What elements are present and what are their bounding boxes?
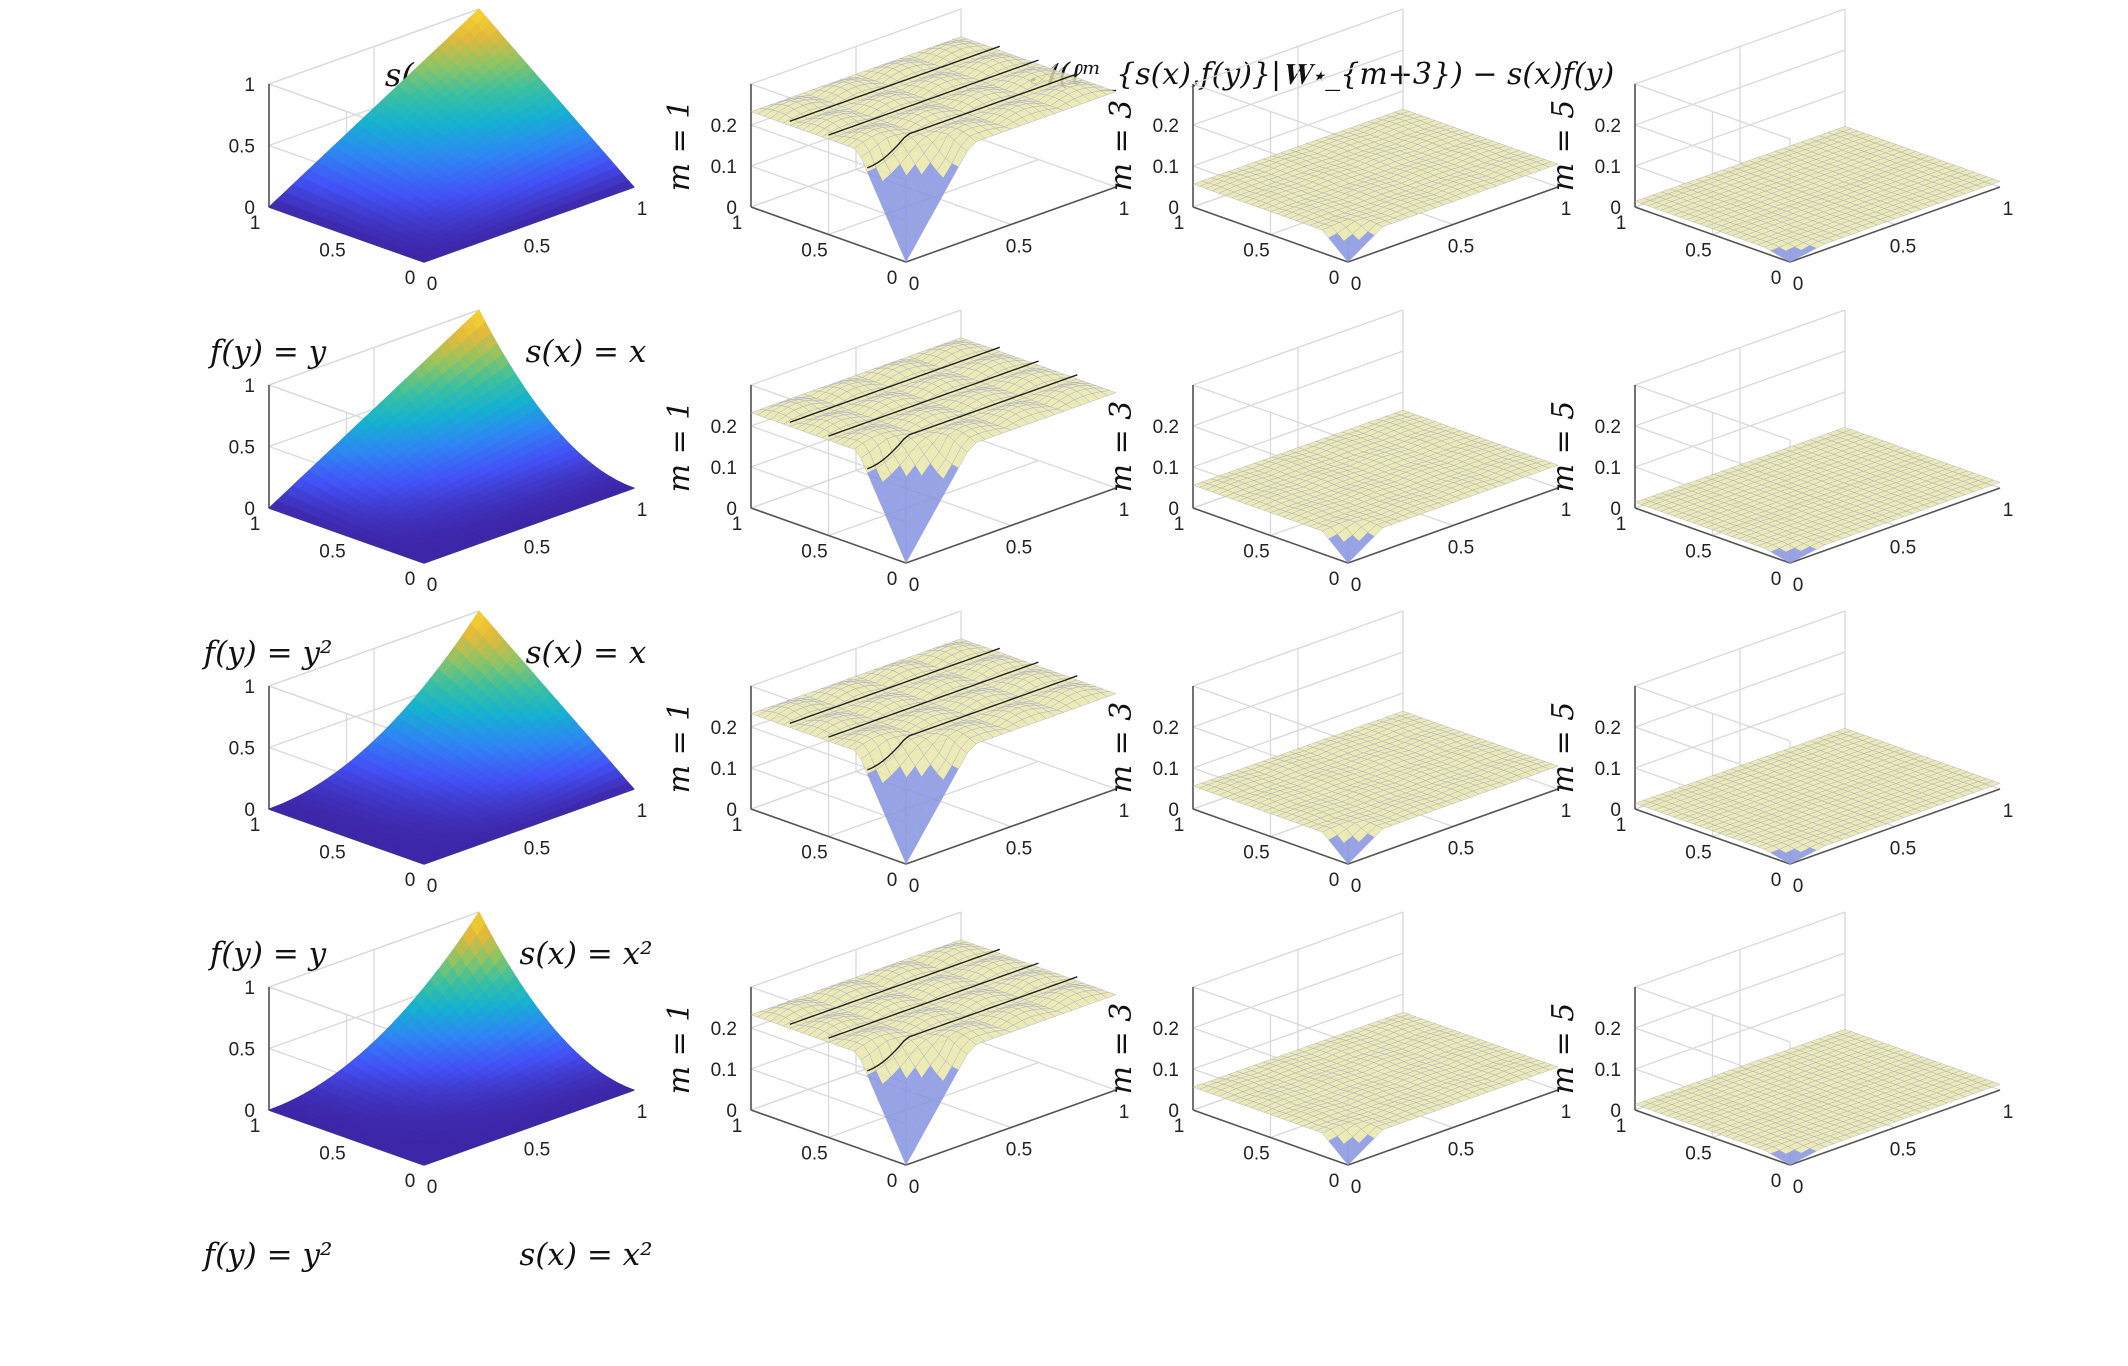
z-tick-label: 0.2 (711, 417, 737, 438)
y-tick-label: 1 (250, 213, 261, 234)
y-tick-label: 0.5 (319, 1144, 345, 1165)
x-tick-label: 1 (637, 500, 648, 521)
s-function-label: s(x) = x (526, 334, 647, 370)
z-tick-label: 0 (244, 800, 255, 821)
m-label: m = 1 (662, 401, 697, 493)
y-tick-label: 1 (250, 514, 261, 535)
x-tick-label: 1 (1119, 1102, 1130, 1123)
y-tick-label: 0.5 (801, 1144, 827, 1165)
s-function-label: s(x) = x² (519, 1237, 652, 1273)
z-tick-label: 0 (244, 1101, 255, 1122)
z-tick-label: 0.5 (229, 137, 255, 158)
x-tick-label: 0 (427, 876, 438, 897)
z-tick-label: 0 (726, 800, 737, 821)
x-tick-label: 0 (427, 1177, 438, 1198)
x-tick-label: 1 (1119, 199, 1130, 220)
x-tick-label: 0.5 (524, 237, 550, 258)
f-function-label: f(y) = y (208, 936, 327, 972)
z-tick-label: 0.1 (711, 1060, 737, 1081)
z-tick-label: 0 (726, 499, 737, 520)
x-tick-label: 0 (427, 575, 438, 596)
z-tick-label: 0.1 (711, 157, 737, 178)
z-tick-label: 1 (244, 75, 255, 96)
y-tick-label: 0.5 (319, 843, 345, 864)
m-label: m = 1 (662, 702, 697, 794)
f-function-label: f(y) = y² (202, 1237, 333, 1273)
z-tick-label: 0.2 (711, 718, 737, 739)
m-label: m = 1 (662, 100, 697, 192)
x-tick-label: 0 (909, 575, 920, 596)
z-tick-label: 0 (726, 1101, 737, 1122)
y-tick-label: 0 (887, 569, 898, 590)
x-tick-label: 0 (909, 274, 920, 295)
x-tick-label: 0.5 (524, 538, 550, 559)
x-tick-label: 1 (637, 199, 648, 220)
x-tick-label: 0.5 (524, 1140, 550, 1161)
x-tick-label: 0 (427, 274, 438, 295)
z-tick-label: 0.5 (229, 1040, 255, 1061)
f-function-label: f(y) = y (208, 334, 327, 370)
x-tick-label: 0.5 (524, 839, 550, 860)
surface-cell (470, 8, 486, 24)
x-tick-label: 0 (909, 1177, 920, 1198)
z-tick-label: 1 (244, 677, 255, 698)
y-tick-label: 0.5 (801, 843, 827, 864)
z-tick-label: 0 (726, 198, 737, 219)
y-tick-label: 0 (405, 268, 416, 289)
y-tick-label: 0 (405, 569, 416, 590)
z-tick-label: 1 (244, 376, 255, 397)
y-tick-label: 0.5 (319, 542, 345, 563)
s-function-label: s(x) = x (526, 635, 647, 671)
x-tick-label: 0 (909, 876, 920, 897)
z-tick-label: 0 (244, 499, 255, 520)
y-tick-label: 0 (887, 1171, 898, 1192)
z-tick-label: 0.5 (229, 438, 255, 459)
x-tick-label: 0.5 (1006, 538, 1032, 559)
x-tick-label: 1 (1119, 801, 1130, 822)
z-tick-label: 0 (244, 198, 255, 219)
z-tick-label: 0.5 (229, 739, 255, 760)
x-tick-label: 1 (1119, 500, 1130, 521)
y-tick-label: 0 (405, 870, 416, 891)
f-function-label: f(y) = y² (202, 635, 333, 671)
x-tick-label: 0.5 (1006, 839, 1032, 860)
z-tick-label: 0.1 (711, 458, 737, 479)
x-tick-label: 0.5 (1006, 1140, 1032, 1161)
y-tick-label: 0.5 (801, 542, 827, 563)
x-tick-label: 1 (637, 1102, 648, 1123)
y-tick-label: 0 (887, 870, 898, 891)
z-tick-label: 1 (244, 978, 255, 999)
z-tick-label: 0.2 (711, 116, 737, 137)
right-column-title: 𝒩(ℓᵐ_{s(x),f(y)}|𝐖⋆_{m+3}) − s(x)f(y) (1030, 57, 1614, 92)
y-tick-label: 0 (887, 268, 898, 289)
x-tick-label: 1 (637, 801, 648, 822)
y-tick-label: 0 (405, 1171, 416, 1192)
z-tick-label: 0.2 (711, 1019, 737, 1040)
y-tick-label: 0.5 (801, 241, 827, 262)
s-function-label: s(x) = x² (519, 936, 652, 972)
x-tick-label: 0.5 (1006, 237, 1032, 258)
z-tick-label: 0.1 (711, 759, 737, 780)
y-tick-label: 0.5 (319, 241, 345, 262)
